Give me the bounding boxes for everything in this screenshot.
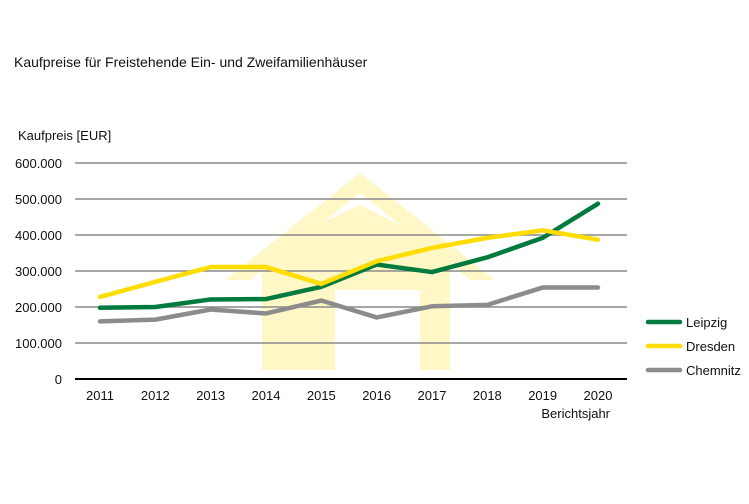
x-tick-label: 2016 xyxy=(362,388,391,403)
x-tick-label: 2012 xyxy=(141,388,170,403)
chart-title: Kaufpreise für Freistehende Ein- und Zwe… xyxy=(14,54,368,70)
x-tick-label: 2018 xyxy=(473,388,502,403)
x-tick-label: 2014 xyxy=(252,388,281,403)
house-watermark-icon xyxy=(225,173,495,370)
legend: Leipzig Dresden Chemnitz xyxy=(645,315,741,378)
y-tick-label: 100.000 xyxy=(15,336,62,351)
x-axis-label: Berichtsjahr xyxy=(541,406,610,421)
y-tick-label: 500.000 xyxy=(15,192,62,207)
x-tick-label: 2017 xyxy=(418,388,447,403)
y-axis-label: Kaufpreis [EUR] xyxy=(18,128,111,143)
series-line-chemnitz xyxy=(97,285,601,324)
x-tick-label: 2015 xyxy=(307,388,336,403)
y-tick-label: 400.000 xyxy=(15,228,62,243)
legend-label: Leipzig xyxy=(686,315,727,330)
y-tick-label: 300.000 xyxy=(15,264,62,279)
y-tick-label: 600.000 xyxy=(15,156,62,171)
series-line-dresden xyxy=(97,228,601,300)
legend-label: Dresden xyxy=(686,339,735,354)
legend-label: Chemnitz xyxy=(686,363,741,378)
x-tick-label: 2011 xyxy=(86,388,114,403)
y-tick-label: 200.000 xyxy=(15,300,62,315)
y-tick-label: 0 xyxy=(55,372,62,387)
x-tick-label: 2020 xyxy=(584,388,613,403)
x-tick-label: 2013 xyxy=(196,388,225,403)
x-tick-label: 2019 xyxy=(528,388,557,403)
series-line-leipzig xyxy=(97,201,601,310)
